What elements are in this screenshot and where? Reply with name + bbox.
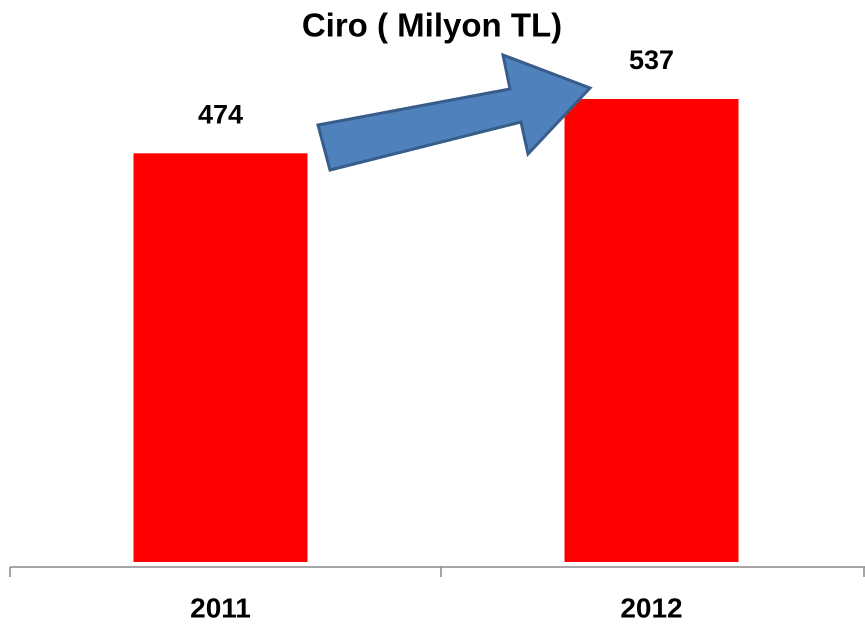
x-tick-label: 2012 — [620, 592, 682, 623]
chart-title: Ciro ( Milyon TL) — [302, 7, 562, 44]
data-label: 474 — [198, 99, 243, 129]
data-label: 537 — [629, 45, 674, 75]
bar — [133, 153, 308, 563]
bar — [564, 99, 739, 562]
arrow — [316, 52, 593, 172]
x-tick-label: 2011 — [190, 592, 251, 623]
bars — [133, 99, 739, 563]
